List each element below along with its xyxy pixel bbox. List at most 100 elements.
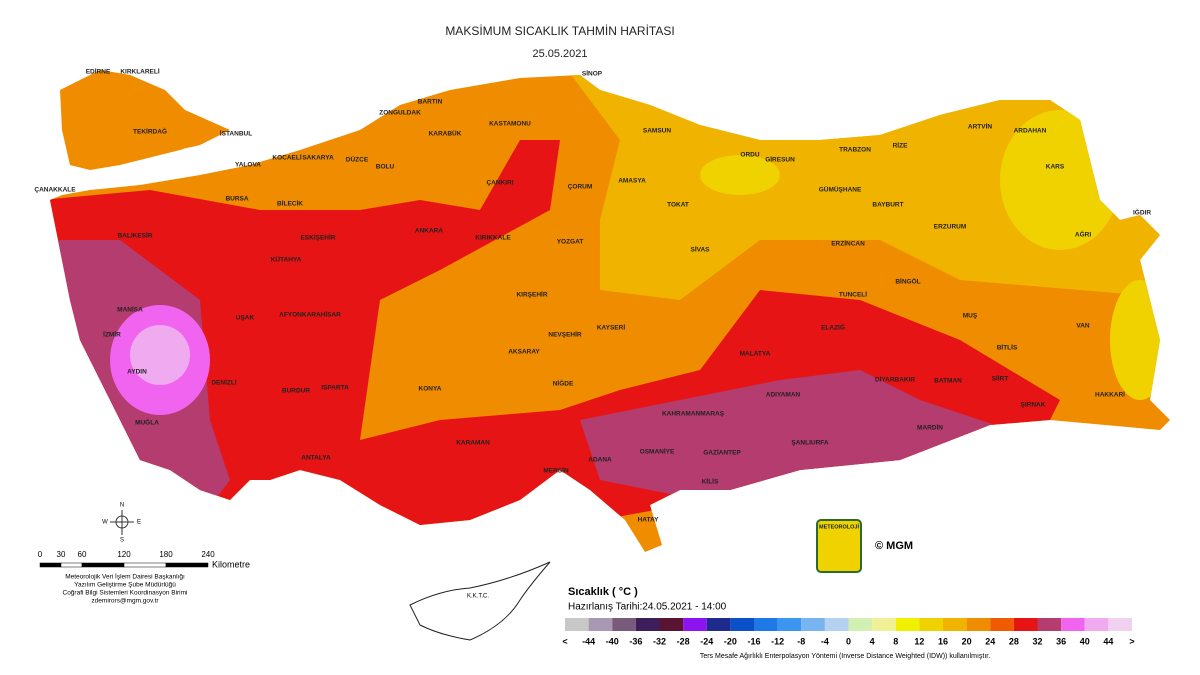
scale-tick-label: 240 (201, 550, 215, 559)
city-label: AĞRI (1075, 230, 1091, 239)
city-label: RİZE (893, 142, 908, 150)
city-label: ESKİŞEHİR (300, 234, 335, 242)
city-label: KIRIKKALE (475, 235, 511, 242)
city-label: BATMAN (934, 378, 962, 385)
city-label: BİNGÖL (895, 277, 920, 286)
mgm-logo (816, 519, 862, 573)
city-label: VAN (1076, 323, 1090, 330)
city-label: UŞAK (236, 315, 255, 322)
city-label: BOLU (376, 164, 395, 171)
city-label: OSMANİYE (640, 448, 675, 456)
city-label: KIRŞEHİR (516, 291, 547, 299)
legend-swatch (943, 618, 967, 631)
city-label: AYDIN (127, 369, 147, 376)
city-label: SAKARYA (302, 155, 334, 162)
legend-label: 36 (1056, 636, 1066, 646)
city-label: GİRESUN (765, 156, 795, 164)
legend-label: 28 (1009, 636, 1019, 646)
legend-swatch (730, 618, 754, 631)
city-label: ADIYAMAN (766, 392, 801, 399)
field-extreme-core (130, 325, 190, 385)
city-label: KAHRAMANMARAŞ (662, 411, 725, 418)
city-label: NEVŞEHİR (548, 331, 582, 339)
city-label: KOCAELİ (272, 154, 301, 162)
city-label: AMASYA (618, 178, 646, 185)
copyright: © MGM (875, 540, 913, 552)
scale-segment (165, 562, 209, 568)
legend-title: Sıcaklık ( °C ) (568, 586, 638, 598)
legend-swatch (824, 618, 849, 631)
city-label: İZMİR (103, 331, 121, 339)
city-label: BURDUR (282, 388, 310, 395)
city-label: GÜMÜŞHANE (819, 185, 862, 194)
legend-swatch (919, 618, 943, 631)
scale-unit: Kilometre (212, 559, 250, 569)
city-label: KIRKLARELİ (120, 68, 160, 76)
legend-swatch (659, 618, 684, 631)
field-central-plateau (420, 260, 600, 390)
legend-swatch (588, 618, 613, 631)
scale-tick-label: 180 (159, 550, 173, 559)
city-label: MANİSA (117, 306, 143, 314)
legend-method: Ters Mesafe Ağırlıklı Enterpolasyon Yönt… (700, 653, 990, 660)
city-label: SİİRT (992, 375, 1009, 383)
scale-segment (39, 562, 62, 568)
legend-swatch (801, 618, 825, 631)
legend-label: -4 (821, 636, 829, 646)
map-date: 25.05.2021 (532, 48, 587, 60)
scale-tick-label: 120 (117, 550, 131, 559)
legend-swatch (612, 618, 636, 631)
field-cool-ordu (700, 155, 780, 195)
city-label: YOZGAT (557, 239, 584, 246)
legend-swatch (777, 618, 802, 631)
legend-label: -24 (700, 636, 713, 646)
compass-n: N (120, 503, 124, 509)
logo-text: METEOROLOJİ (819, 523, 860, 530)
city-label: ARDAHAN (1014, 128, 1047, 135)
legend-label: 4 (870, 636, 875, 646)
legend-label: 32 (1032, 636, 1042, 646)
credit-line: Meteorolojik Veri İşlem Dairesi Başkanlı… (65, 572, 185, 581)
legend-label: > (1129, 636, 1134, 646)
compass (110, 510, 134, 535)
scale-tick-label: 30 (57, 550, 66, 559)
legend-swatch (1013, 618, 1038, 631)
legend-label: -16 (747, 636, 760, 646)
city-label: KASTAMONU (489, 121, 531, 128)
legend-swatch (966, 618, 991, 631)
cyprus-outline (409, 561, 551, 641)
city-label: ÇANAKKALE (34, 187, 76, 194)
city-label: SİVAS (690, 246, 710, 254)
city-label: ADANA (588, 457, 612, 464)
city-label: GAZİANTEP (703, 449, 741, 457)
city-label: KARAMAN (456, 440, 490, 447)
city-label: TRABZON (839, 147, 871, 154)
compass-ring (115, 515, 129, 529)
city-label: MERSİN (543, 467, 569, 475)
legend-label: -40 (606, 636, 619, 646)
legend-swatch (683, 618, 707, 631)
city-label: ÇORUM (568, 184, 593, 191)
legend-label: -20 (724, 636, 737, 646)
city-label: DÜZCE (346, 155, 369, 164)
city-label: AKSARAY (508, 349, 540, 356)
city-label: ANTALYA (301, 455, 331, 462)
city-label: BALIKESİR (117, 232, 152, 240)
city-label: BAYBURT (872, 202, 903, 209)
compass-s: S (120, 538, 124, 544)
city-label: YALOVA (235, 162, 261, 169)
legend-label: 24 (985, 636, 995, 646)
city-label: AFYONKARAHİSAR (279, 311, 341, 319)
legend-prepared: Hazırlanış Tarihi:24.05.2021 - 14:00 (568, 602, 727, 613)
legend-label: -32 (653, 636, 666, 646)
legend-label: 44 (1103, 636, 1113, 646)
legend-swatch (1108, 618, 1132, 631)
city-label: KARABÜK (429, 129, 462, 138)
city-label: HATAY (638, 517, 659, 524)
legend-label: -8 (797, 636, 805, 646)
legend-swatch (848, 618, 873, 631)
scale-tick-label: 60 (78, 550, 87, 559)
scale-tick-label: 0 (38, 550, 43, 559)
city-label: BİTLİS (997, 344, 1018, 352)
